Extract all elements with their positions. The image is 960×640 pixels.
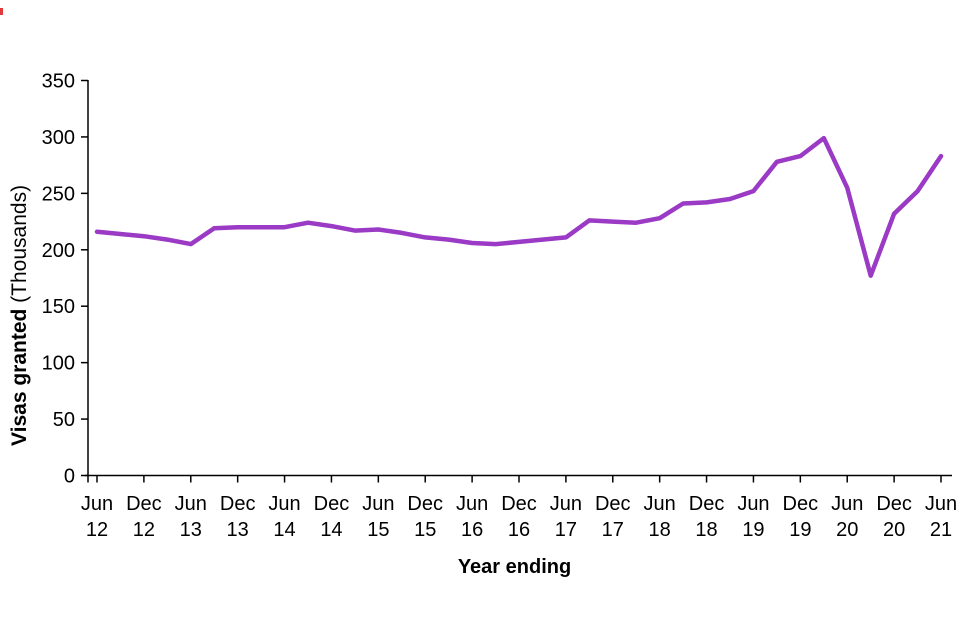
x-tick-label-month: Dec [501,493,537,515]
x-tick-label-month: Dec [689,493,725,515]
y-axis-title-bold: Visas granted [8,308,31,446]
x-tick-label-month: Jun [550,493,582,515]
x-tick-label-month: Dec [595,493,631,515]
y-tick-label: 250 [42,183,75,205]
x-tick-label-year: 14 [273,519,295,541]
y-tick-label: 150 [42,296,75,318]
x-tick-label-year: 12 [133,519,155,541]
x-tick-label-year: 20 [883,519,905,541]
x-axis-ticks: Jun 12 Dec 12 Jun 13 Dec 13 Jun 14 Dec 14 Jun 15 Dec 15… [81,475,957,541]
y-tick-label: 50 [53,409,75,431]
y-axis-title: Visas granted (Thousands) [8,85,32,545]
x-tick-label-year: 15 [367,519,389,541]
x-tick-label-month: Jun [831,493,863,515]
x-tick-label-year: 12 [86,519,108,541]
x-tick-label-year: 13 [180,519,202,541]
y-tick-label: 0 [64,466,75,488]
x-tick-label-year: 16 [461,519,483,541]
x-tick-label-year: 14 [320,519,342,541]
x-tick-label-month: Jun [644,493,676,515]
y-tick-label: 200 [42,240,75,262]
x-tick-label-month: Dec [783,493,819,515]
x-tick-label-year: 13 [227,519,249,541]
x-tick-label-year: 18 [695,519,717,541]
y-axis-title-paren: (Thousands) [8,184,31,303]
x-tick-label-year: 17 [555,519,577,541]
x-tick-label-year: 20 [836,519,858,541]
y-axis-title-units [8,302,31,308]
x-tick-label-month: Dec [876,493,912,515]
x-tick-label-month: Dec [126,493,162,515]
y-axis-ticks: 0 50 100 150 200 250 300 350 [42,71,88,488]
x-tick-label-month: Jun [737,493,769,515]
y-tick-label: 300 [42,127,75,149]
x-tick-label-month: Jun [456,493,488,515]
x-tick-label-month: Jun [175,493,207,515]
screen-edge-artifact [0,8,3,15]
x-tick-label-year: 15 [414,519,436,541]
y-tick-label: 350 [42,71,75,93]
x-tick-label-year: 17 [602,519,624,541]
x-tick-label-month: Jun [268,493,300,515]
x-tick-label-month: Jun [81,493,113,515]
visas-granted-line [94,135,944,278]
x-tick-label-month: Dec [314,493,350,515]
x-tick-label-month: Dec [407,493,443,515]
x-tick-label-month: Dec [220,493,256,515]
x-tick-label-year: 19 [742,519,764,541]
x-tick-label-year: 16 [508,519,530,541]
x-tick-label-year: 19 [789,519,811,541]
x-tick-label-year: 18 [649,519,671,541]
x-tick-label-month: Jun [362,493,394,515]
x-axis-title: Year ending [457,556,572,578]
data-series [94,135,944,278]
y-tick-label: 100 [42,353,75,375]
x-tick-label-month: Jun [925,493,957,515]
x-tick-label-year: 21 [930,519,952,541]
